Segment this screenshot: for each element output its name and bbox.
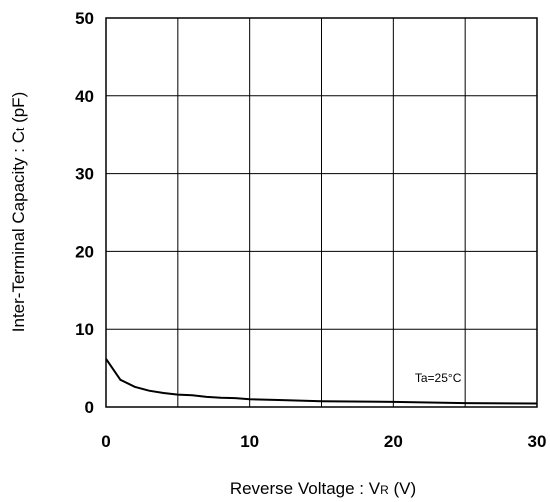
x-axis-label: Reverse Voltage : VR (V) [230, 479, 416, 498]
y-tick-labels: 0 10 20 30 40 50 [75, 9, 94, 417]
x-tick-labels: 0 10 20 30 [101, 432, 546, 451]
y-tick-label: 20 [75, 242, 94, 261]
y-tick-label: 0 [85, 398, 94, 417]
temperature-annotation: Ta=25°C [415, 371, 462, 385]
y-axis-label: Inter-Terminal Capacity : Ct (pF) [9, 92, 28, 332]
y-tick-label: 40 [75, 87, 94, 106]
y-tick-label: 10 [75, 320, 94, 339]
x-tick-label: 0 [101, 432, 110, 451]
x-tick-label: 30 [528, 432, 547, 451]
x-tick-label: 10 [240, 432, 259, 451]
plot-frame [105, 17, 538, 408]
y-axis-label-main: Inter-Terminal Capacity : C [9, 131, 28, 332]
x-tick-label: 20 [384, 432, 403, 451]
capacitance-curve [105, 358, 538, 405]
x-axis-label-main: Reverse Voltage : V [230, 479, 381, 498]
x-axis-label-unit: (V) [389, 479, 416, 498]
y-tick-label: 30 [75, 165, 94, 184]
y-axis-label-subscript: t [13, 127, 27, 131]
grid [105, 17, 538, 408]
y-axis-label-unit: (pF) [9, 92, 28, 128]
x-axis-label-subscript: R [380, 483, 389, 497]
y-tick-label: 50 [75, 9, 94, 28]
